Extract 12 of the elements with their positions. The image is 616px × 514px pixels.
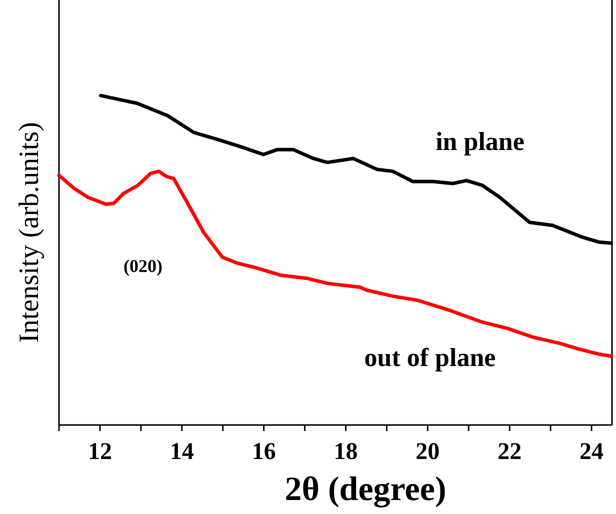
x-tick-label: 16 [252,439,276,465]
series-label: in plane [436,127,524,156]
x-tick-label: 18 [334,439,358,465]
x-tick-label: 20 [416,439,440,465]
x-axis-title: 2θ (degree) [284,471,446,508]
x-tick-label: 24 [580,439,604,465]
y-axis-title: Intensity (arb.units) [14,122,45,343]
series-label: out of plane [364,343,496,372]
x-tick-label: 12 [88,439,112,465]
x-tick-label: 22 [498,439,522,465]
x-tick-label: 14 [170,439,194,465]
annotation: (020) [124,256,162,276]
